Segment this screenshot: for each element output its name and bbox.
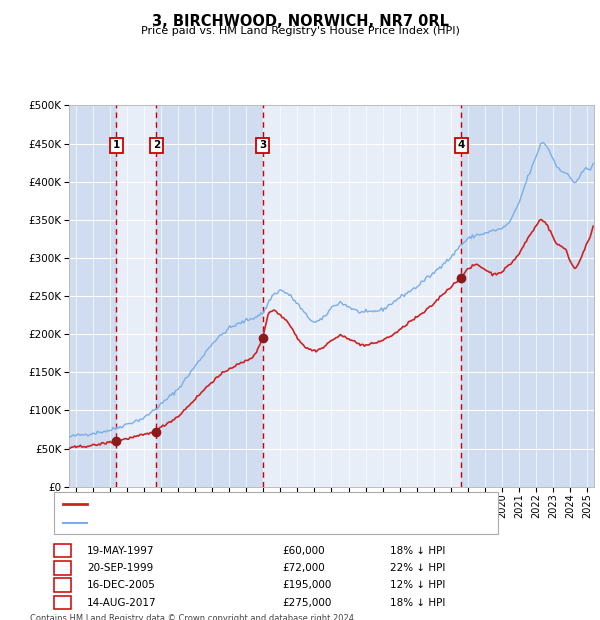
Text: 22% ↓ HPI: 22% ↓ HPI: [390, 563, 445, 573]
Text: 3, BIRCHWOOD, NORWICH, NR7 0RL: 3, BIRCHWOOD, NORWICH, NR7 0RL: [151, 14, 449, 29]
Text: 1: 1: [113, 141, 120, 151]
Text: Price paid vs. HM Land Registry's House Price Index (HPI): Price paid vs. HM Land Registry's House …: [140, 26, 460, 36]
Text: 3: 3: [59, 580, 66, 590]
Text: 18% ↓ HPI: 18% ↓ HPI: [390, 546, 445, 556]
Bar: [156, 105, 263, 487]
Text: 18% ↓ HPI: 18% ↓ HPI: [390, 598, 445, 608]
Text: £72,000: £72,000: [282, 563, 325, 573]
Text: £60,000: £60,000: [282, 546, 325, 556]
Text: HPI: Average price, detached house, Broadland: HPI: Average price, detached house, Broa…: [92, 518, 327, 528]
Text: 3: 3: [259, 141, 266, 151]
Text: Contains HM Land Registry data © Crown copyright and database right 2024.: Contains HM Land Registry data © Crown c…: [30, 614, 356, 620]
Text: 2: 2: [152, 141, 160, 151]
Text: 4: 4: [458, 141, 465, 151]
Text: £195,000: £195,000: [282, 580, 331, 590]
Bar: [69, 105, 116, 487]
Text: 12% ↓ HPI: 12% ↓ HPI: [390, 580, 445, 590]
Text: £275,000: £275,000: [282, 598, 331, 608]
Text: 1: 1: [59, 546, 66, 556]
Bar: [461, 105, 594, 487]
Text: 20-SEP-1999: 20-SEP-1999: [87, 563, 153, 573]
Text: 3, BIRCHWOOD, NORWICH, NR7 0RL (detached house): 3, BIRCHWOOD, NORWICH, NR7 0RL (detached…: [92, 499, 363, 509]
Text: 16-DEC-2005: 16-DEC-2005: [87, 580, 156, 590]
Text: 14-AUG-2017: 14-AUG-2017: [87, 598, 157, 608]
Text: 4: 4: [59, 598, 66, 608]
Text: 2: 2: [59, 563, 66, 573]
Text: 19-MAY-1997: 19-MAY-1997: [87, 546, 155, 556]
